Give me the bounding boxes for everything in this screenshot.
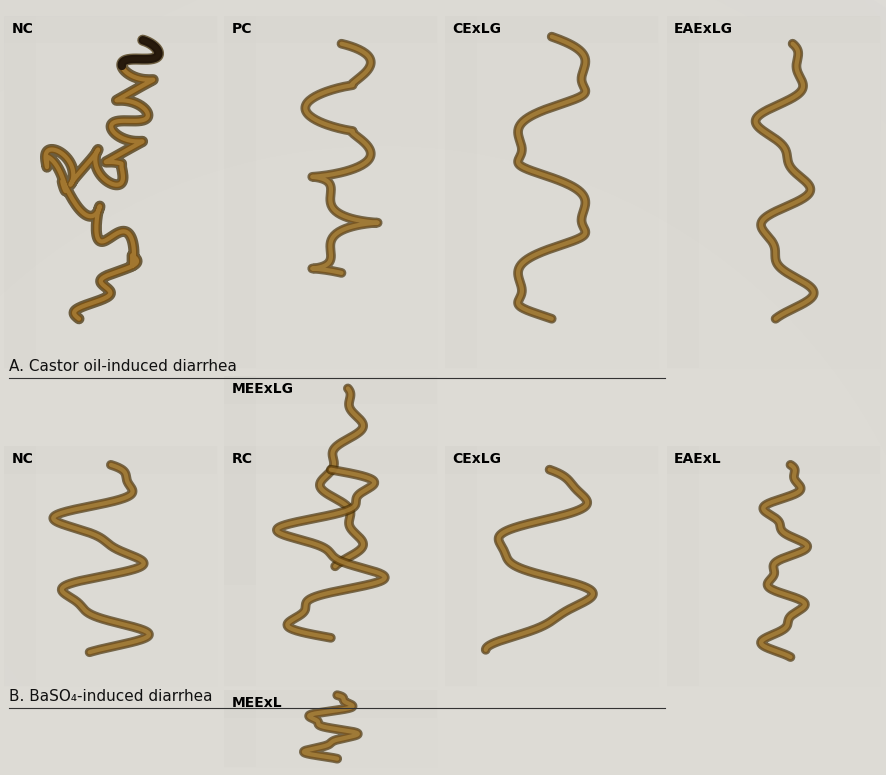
Text: RC: RC	[231, 452, 253, 466]
Bar	[666, 446, 879, 474]
Text: NC: NC	[12, 452, 34, 466]
Bar	[666, 16, 879, 368]
Bar	[445, 16, 477, 368]
Bar	[224, 376, 256, 585]
Bar	[445, 446, 657, 686]
Bar	[224, 446, 437, 686]
Bar	[4, 446, 217, 474]
Text: MEExLG: MEExLG	[231, 382, 293, 396]
Bar	[224, 16, 437, 43]
Text: MEExL: MEExL	[231, 696, 282, 710]
Bar	[4, 446, 36, 686]
Bar	[224, 376, 437, 585]
Text: A. Castor oil-induced diarrhea: A. Castor oil-induced diarrhea	[9, 359, 237, 374]
Bar	[666, 446, 698, 686]
Bar	[4, 446, 217, 686]
Bar	[224, 446, 256, 686]
Bar	[224, 690, 256, 767]
Bar	[445, 16, 657, 368]
Bar	[4, 16, 217, 43]
Text: CExLG: CExLG	[452, 22, 501, 36]
Bar	[4, 16, 36, 368]
Bar	[666, 16, 698, 368]
Bar	[445, 446, 477, 686]
Text: EAExL: EAExL	[673, 452, 721, 466]
Bar	[224, 376, 437, 404]
Bar	[666, 446, 879, 686]
Bar	[224, 16, 437, 368]
Bar	[224, 690, 437, 767]
Bar	[224, 446, 437, 474]
Text: B. BaSO₄-induced diarrhea: B. BaSO₄-induced diarrhea	[9, 689, 212, 704]
Text: PC: PC	[231, 22, 252, 36]
Text: NC: NC	[12, 22, 34, 36]
Bar	[224, 16, 256, 368]
Bar	[445, 446, 657, 474]
Text: CExLG: CExLG	[452, 452, 501, 466]
Bar	[224, 690, 437, 718]
Text: EAExLG: EAExLG	[673, 22, 733, 36]
Bar	[666, 16, 879, 43]
Bar	[4, 16, 217, 368]
Bar	[445, 16, 657, 43]
